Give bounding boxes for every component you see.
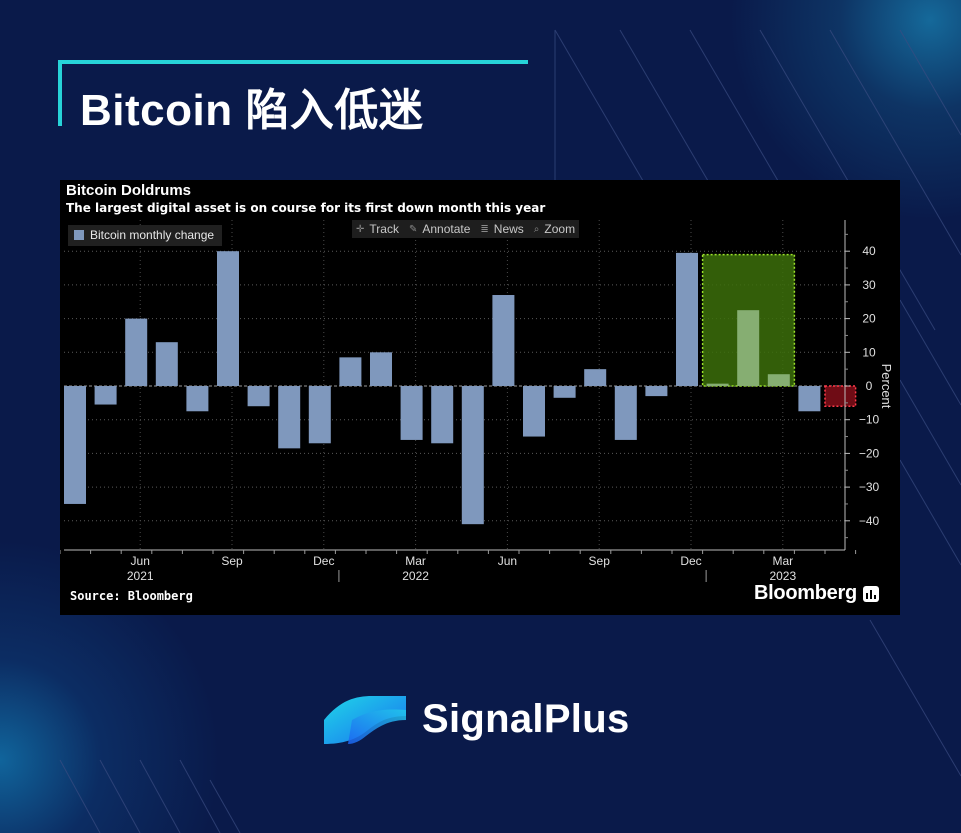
bar: [706, 383, 729, 386]
bar: [798, 386, 821, 412]
bar: [186, 386, 209, 412]
bar: [614, 386, 637, 440]
x-tick-label: Dec: [680, 554, 701, 568]
bloomberg-chart-icon: [862, 585, 879, 602]
bar: [247, 386, 270, 407]
chart-source: Source: Bloomberg: [70, 589, 193, 603]
y-tick-label: 40: [862, 244, 876, 258]
x-tick-label: Jun: [498, 554, 517, 568]
bar: [767, 374, 790, 386]
accent-bar-top: [58, 60, 528, 64]
zoom-button[interactable]: ⌕ Zoom: [533, 222, 576, 236]
chart-subtitle: The largest digital asset is on course f…: [66, 201, 546, 215]
chart-panel: 40 30 20 10 0 −10 −20 −30 −40 Percent Jun 2021 Sep De…: [60, 180, 900, 615]
y-axis-label: Percent: [879, 364, 894, 409]
highlight-box-red: [824, 385, 857, 407]
bar: [370, 352, 392, 386]
bar: [155, 342, 178, 386]
chart-toolbar: ✛ Track ✎ Annotate ≣ News ⌕ Zoom: [352, 220, 580, 238]
bar: [217, 251, 239, 386]
bar: [676, 252, 698, 386]
bar: [584, 369, 607, 386]
y-tick-label: 30: [862, 278, 876, 292]
x-tick-label: Mar: [405, 554, 426, 568]
x-year-label: 2023: [769, 569, 796, 583]
magnifier-icon: ⌕: [533, 223, 540, 235]
bloomberg-wordmark: Bloomberg: [754, 582, 857, 604]
bloomberg-logo: Bloomberg: [754, 582, 879, 605]
x-year-label: 2022: [402, 569, 429, 583]
legend-swatch: [74, 230, 84, 240]
bar: [64, 386, 86, 504]
news-icon: ≣: [480, 223, 489, 235]
chart-title: Bitcoin Doldrums: [66, 182, 192, 199]
bar: [553, 386, 576, 398]
pencil-icon: ✎: [408, 223, 418, 235]
page-title: Bitcoin 陷入低迷: [80, 86, 424, 135]
x-tick-label: Sep: [589, 554, 611, 568]
bar: [523, 386, 545, 437]
crosshair-icon: ✛: [356, 223, 365, 235]
y-tick-label: −30: [859, 480, 880, 494]
legend-label: Bitcoin monthly change: [90, 228, 215, 242]
bar: [339, 357, 362, 386]
bar: [461, 386, 484, 525]
signalplus-logo-icon: [324, 696, 406, 744]
y-tick-label: −10: [859, 413, 880, 427]
bar: [278, 386, 301, 449]
bar: [94, 386, 117, 405]
x-year-label: 2021: [127, 569, 154, 583]
news-button[interactable]: ≣ News: [480, 222, 524, 236]
y-tick-label: −40: [859, 514, 880, 528]
bar: [308, 386, 331, 444]
x-tick-label: Dec: [313, 554, 334, 568]
bar: [737, 310, 760, 386]
bar: [645, 386, 668, 397]
x-tick-label: Sep: [221, 554, 243, 568]
track-button[interactable]: ✛ Track: [356, 222, 399, 236]
y-tick-label: 20: [862, 312, 876, 326]
x-tick-label: Jun: [131, 554, 150, 568]
bar: [400, 386, 423, 440]
signalplus-brand: SignalPlus: [322, 690, 630, 748]
bar: [431, 386, 454, 444]
y-tick-label: 10: [862, 345, 876, 359]
signalplus-wordmark: SignalPlus: [422, 696, 630, 741]
accent-bar-left: [58, 60, 62, 126]
chart-legend[interactable]: Bitcoin monthly change: [68, 225, 223, 246]
bar: [125, 318, 148, 386]
y-tick-label: 0: [866, 379, 873, 393]
y-tick-label: −20: [859, 446, 880, 460]
annotate-button[interactable]: ✎ Annotate: [408, 222, 471, 236]
x-tick-label: Mar: [772, 554, 793, 568]
bar: [492, 295, 515, 386]
